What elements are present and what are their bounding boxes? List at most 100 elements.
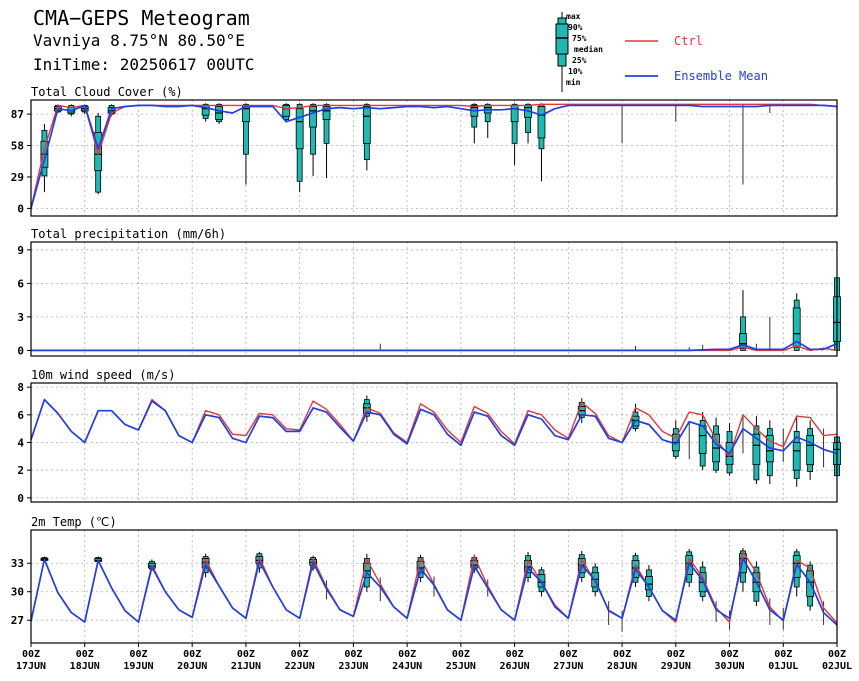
x-tick-label-time: 00Z: [344, 649, 362, 660]
ensemble-box: [712, 417, 720, 473]
ensemble-box: [806, 420, 815, 480]
header: CMA−GEPS Meteogram Vavniya 8.75°N 80.50°…: [0, 0, 859, 95]
panel-title: Total precipitation (mm/6h): [31, 227, 226, 241]
y-tick-label: 33: [11, 557, 24, 570]
box-inner: [792, 442, 801, 471]
legend-label-median: median: [574, 44, 603, 54]
ensemble-box: [362, 103, 371, 171]
box-inner: [752, 433, 761, 466]
box-inner: [806, 435, 815, 466]
y-tick-label: 2: [17, 464, 24, 477]
box-outer: [323, 103, 330, 144]
x-axis: 00Z17JUN00Z18JUN00Z19JUN00Z20JUN00Z21JUN…: [16, 643, 852, 672]
x-tick-label-time: 00Z: [76, 649, 94, 660]
x-tick-label-time: 00Z: [559, 649, 577, 660]
ensemble-box: [765, 420, 774, 485]
panel-title: 10m wind speed (m/s): [31, 368, 176, 382]
location-label: Vavniya 8.75°N 80.50°E: [33, 31, 245, 50]
panel-1: Total precipitation (mm/6h) 0 3 6 9: [17, 227, 841, 357]
y-tick-label: 30: [11, 586, 24, 599]
series-line-ensemble-mean: [31, 340, 838, 352]
legend-ctrl-label: Ctrl: [674, 34, 703, 48]
x-tick-label-time: 00Z: [22, 649, 40, 660]
y-tick-label: 58: [11, 140, 24, 153]
panel-3: 2m Temp (℃) 27 30 33: [11, 515, 838, 644]
y-tick-label: 0: [17, 492, 24, 505]
x-tick-label-time: 00Z: [506, 649, 524, 660]
box-inner: [201, 558, 210, 569]
box-inner: [739, 333, 747, 349]
x-tick-label-date: 26JUN: [500, 661, 530, 672]
panel-frame: [30, 382, 838, 503]
x-tick-label-date: 29JUN: [661, 661, 691, 672]
x-tick-label-date: 23JUN: [338, 661, 368, 672]
y-tick-label: 6: [17, 409, 24, 422]
box-inner: [322, 106, 331, 120]
x-tick-label-time: 00Z: [613, 649, 631, 660]
x-tick-label-date: 25JUN: [446, 661, 476, 672]
panel-2: 10m wind speed (m/s) 0 2 4 6 8: [17, 368, 841, 505]
ensemble-box: [792, 417, 801, 487]
panel-title: 2m Temp (℃): [31, 515, 117, 529]
ensemble-box: [752, 416, 761, 485]
legend-label-max: max: [566, 12, 581, 21]
legend-label-p90: 90%: [568, 23, 583, 32]
panel-frame: [30, 99, 838, 217]
x-tick-label-date: 24JUN: [392, 661, 422, 672]
x-tick-label-date: 02JUL: [822, 661, 852, 672]
x-tick-label-date: 27JUN: [553, 661, 583, 672]
box-outer: [511, 103, 518, 144]
x-tick-label-date: 21JUN: [231, 661, 261, 672]
box-inner: [537, 106, 546, 139]
ensemble-box: [510, 103, 519, 166]
y-tick-label: 6: [17, 277, 24, 290]
x-tick-label-time: 00Z: [183, 649, 201, 660]
panel-frame: [30, 529, 838, 644]
box-inner: [295, 108, 304, 150]
legend-mean-label: Ensemble Mean: [674, 69, 768, 83]
box-inner: [309, 106, 318, 128]
box-inner: [792, 307, 801, 348]
legend-label-min: min: [566, 77, 581, 87]
ensemble-box: [698, 412, 707, 471]
x-tick-label-time: 00Z: [291, 649, 309, 660]
legend-label-p10: 10%: [568, 67, 583, 76]
box-inner: [537, 574, 546, 588]
y-tick-label: 3: [17, 311, 24, 324]
ensemble-box: [524, 103, 532, 144]
ensemble-box: [242, 103, 250, 185]
series-line-ensemble-mean: [30, 557, 838, 626]
page-title: CMA−GEPS Meteogram: [33, 6, 250, 30]
panel-0: Total Cloud Cover (%) 0 29 58 87: [11, 85, 838, 217]
legend-box-glyph: [555, 12, 569, 92]
x-tick-label-date: 01JUL: [768, 661, 798, 672]
x-tick-label-date: 19JUN: [123, 661, 153, 672]
init-time-label: IniTime: 20250617 00UTC: [33, 55, 255, 74]
box-outer: [525, 103, 531, 133]
x-tick-label-time: 00Z: [828, 649, 846, 660]
series-line-ensemble-mean: [30, 398, 838, 455]
ensemble-box: [309, 103, 318, 176]
legend-label-p25: 25%: [572, 56, 587, 65]
x-tick-label-time: 00Z: [129, 649, 147, 660]
ensemble-box: [739, 290, 747, 351]
box-outer: [310, 103, 317, 155]
y-tick-label: 27: [11, 614, 24, 627]
panel-frame: [30, 241, 838, 357]
legend-label-p75: 75%: [572, 34, 587, 43]
x-tick-label-time: 00Z: [237, 649, 255, 660]
series-line-ensemble-mean: [30, 104, 838, 209]
y-tick-label: 0: [17, 344, 24, 357]
x-tick-label-date: 30JUN: [714, 661, 744, 672]
box-inner: [282, 105, 291, 117]
x-tick-label-date: 17JUN: [16, 661, 46, 672]
ensemble-box: [215, 103, 223, 124]
x-tick-label-time: 00Z: [667, 649, 685, 660]
x-tick-label-time: 00Z: [398, 649, 416, 660]
y-tick-label: 8: [17, 381, 24, 394]
y-tick-label: 29: [11, 171, 24, 184]
ensemble-box: [470, 103, 479, 144]
y-tick-label: 4: [17, 437, 24, 450]
box-inner: [362, 106, 371, 144]
